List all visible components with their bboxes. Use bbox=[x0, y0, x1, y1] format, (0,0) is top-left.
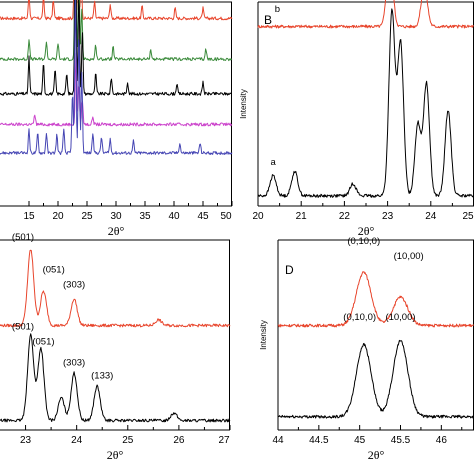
x-tick-label: 25 bbox=[122, 435, 134, 446]
series-line-2 bbox=[0, 333, 231, 423]
x-tick-label: 24 bbox=[71, 435, 83, 446]
panel-label: B bbox=[264, 13, 272, 27]
x-tick-label: 45 bbox=[354, 435, 366, 446]
x-tick-label: 44.5 bbox=[309, 435, 329, 446]
series-line-1 bbox=[257, 0, 474, 29]
series-line-2 bbox=[257, 8, 474, 198]
x-axis-label: 2θ° bbox=[108, 224, 125, 238]
annotation: (303) bbox=[63, 357, 85, 368]
series-line-1 bbox=[277, 271, 474, 328]
x-tick-label: 40 bbox=[168, 211, 180, 222]
panel-a: 15 20 25 30 35 40 45 50 2θ° bbox=[0, 0, 233, 238]
panel-label: D bbox=[285, 263, 294, 277]
y-axis-label: Intensity bbox=[259, 320, 268, 350]
annotation: (133) bbox=[91, 371, 113, 382]
series-line-2 bbox=[0, 0, 233, 62]
series-line-1 bbox=[0, 0, 233, 21]
x-tick-label: 15 bbox=[23, 211, 35, 222]
x-tick-label: 45.5 bbox=[391, 435, 411, 446]
panel-d: 44 44.5 45 45.5 46 2θ° Intensity D (0,10,0) (10,0… bbox=[259, 236, 474, 462]
x-tick-label: 45 bbox=[197, 211, 209, 222]
x-tick-label: 44 bbox=[272, 435, 284, 446]
x-tick-label: 20 bbox=[252, 211, 264, 222]
x-tick-label: 25 bbox=[81, 211, 93, 222]
x-tick-label: 20 bbox=[52, 211, 64, 222]
x-tick-label: 21 bbox=[296, 211, 308, 222]
x-tick-label: 23 bbox=[20, 435, 32, 446]
annotation: (051) bbox=[43, 264, 65, 275]
x-tick-label: 46 bbox=[436, 435, 448, 446]
x-axis-label: 2θ° bbox=[358, 224, 375, 238]
panel-b: 20 21 22 23 24 25 2θ° Intensity Bb a bbox=[239, 0, 474, 238]
x-tick-label: 26 bbox=[173, 435, 185, 446]
annotation: b bbox=[275, 4, 280, 15]
series-line-5 bbox=[0, 0, 233, 155]
annotation: (0,10,0) bbox=[343, 312, 376, 323]
series-line-1 bbox=[0, 249, 231, 328]
x-tick-label: 23 bbox=[382, 211, 394, 222]
annotation: (501) bbox=[12, 321, 34, 332]
annotation: (051) bbox=[32, 337, 54, 348]
series-line-2 bbox=[277, 339, 474, 419]
x-tick-label: 30 bbox=[110, 211, 122, 222]
x-tick-label: 35 bbox=[139, 211, 151, 222]
x-tick-label: 25 bbox=[462, 211, 474, 222]
annotation: (10,00) bbox=[385, 312, 415, 323]
x-tick-label: 22 bbox=[339, 211, 351, 222]
annotation: (10,00) bbox=[394, 251, 424, 262]
x-tick-label: 50 bbox=[220, 211, 232, 222]
x-axis-label: 2θ° bbox=[368, 448, 385, 462]
series-line-3 bbox=[0, 0, 233, 96]
x-axis-label: 2θ° bbox=[107, 448, 124, 462]
x-tick-label: 24 bbox=[425, 211, 437, 222]
y-axis-label: Intensity bbox=[239, 89, 248, 119]
annotation: (303) bbox=[63, 280, 85, 291]
panel-c: 23 24 25 26 27 2θ° (501) (051) (303) (501) (051) (3… bbox=[0, 232, 231, 462]
annotation: (501) bbox=[12, 232, 34, 243]
series-line-4 bbox=[0, 52, 233, 127]
annotation: (0,10,0) bbox=[347, 236, 380, 247]
x-tick-label: 27 bbox=[218, 435, 230, 446]
annotation: a bbox=[270, 157, 276, 168]
